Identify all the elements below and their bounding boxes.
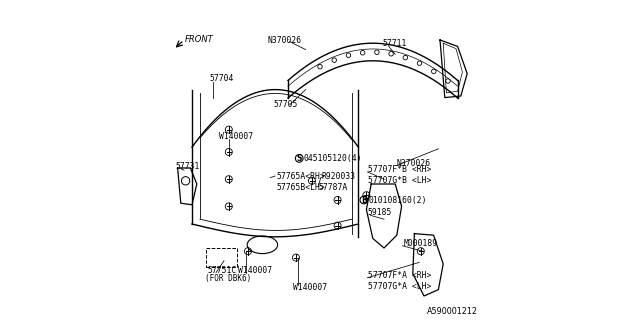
Text: W140007: W140007 xyxy=(239,266,273,275)
Text: R920033: R920033 xyxy=(322,172,356,180)
Text: 57707G*B <LH>: 57707G*B <LH> xyxy=(368,176,431,185)
Text: 57707G*A <LH>: 57707G*A <LH> xyxy=(368,282,431,291)
Text: 57765A<RH>: 57765A<RH> xyxy=(277,172,326,180)
Text: 59185: 59185 xyxy=(368,208,392,217)
Text: 57787A: 57787A xyxy=(319,183,348,192)
Text: 57731: 57731 xyxy=(175,162,200,171)
Text: (FOR DBK6): (FOR DBK6) xyxy=(205,274,251,283)
Text: S: S xyxy=(296,154,302,163)
Text: 57707F*B <RH>: 57707F*B <RH> xyxy=(368,165,431,174)
Text: A590001212: A590001212 xyxy=(428,308,479,316)
Text: N370026: N370026 xyxy=(268,36,301,44)
Text: W140007: W140007 xyxy=(292,284,327,292)
Text: B: B xyxy=(361,196,367,204)
Text: 57704: 57704 xyxy=(210,74,234,83)
Text: FRONT: FRONT xyxy=(185,35,214,44)
Text: 57705: 57705 xyxy=(274,100,298,108)
Text: 045105120(4): 045105120(4) xyxy=(304,154,362,163)
Text: 010108160(2): 010108160(2) xyxy=(369,196,427,204)
Text: 57765B<LH>: 57765B<LH> xyxy=(277,183,326,192)
Text: 57707F*A <RH>: 57707F*A <RH> xyxy=(368,271,431,280)
Text: 57751C: 57751C xyxy=(207,266,237,275)
Text: N370026: N370026 xyxy=(397,159,431,168)
Text: 57711: 57711 xyxy=(383,39,407,48)
Text: W140007: W140007 xyxy=(219,132,253,140)
Text: M000189: M000189 xyxy=(403,239,437,248)
